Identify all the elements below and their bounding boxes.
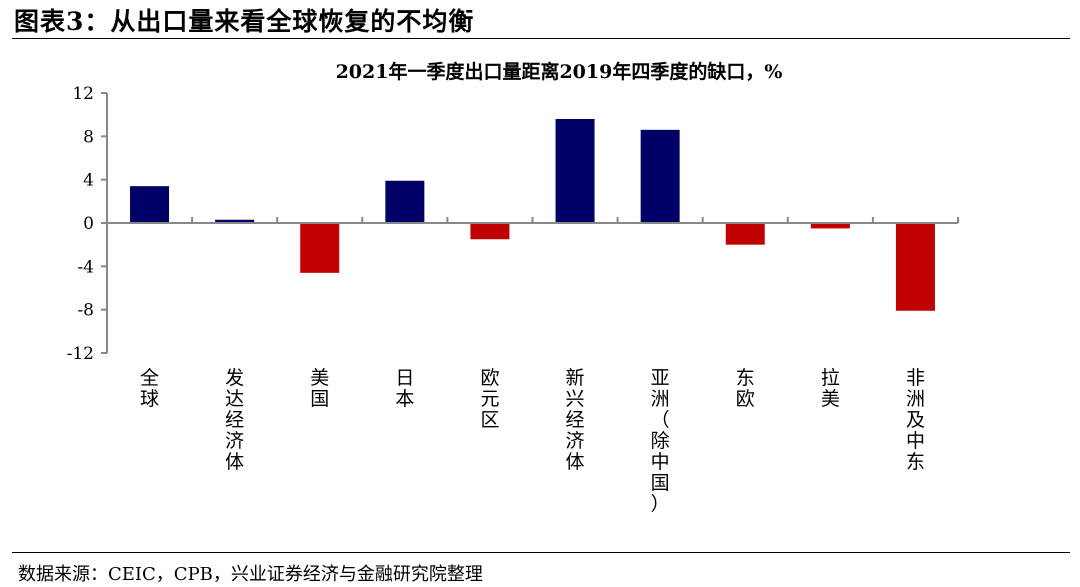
x-label-7: 东欧 [736, 367, 755, 410]
x-label-0: 全球 [140, 367, 159, 410]
x-label-5-char-4: 体 [566, 451, 585, 473]
x-label-9-char-3: 中 [906, 430, 925, 452]
x-label-4-char-0: 欧 [480, 367, 499, 389]
x-label-9-char-1: 洲 [906, 388, 925, 410]
x-label-3: 日本 [395, 367, 414, 410]
x-label-6-char-1: 洲 [651, 388, 670, 410]
bar-8 [810, 223, 850, 229]
y-tick-label-5: -8 [77, 301, 94, 321]
figure-title: 图表3：从出口量来看全球恢复的不均衡 [14, 7, 475, 36]
source-note: 数据来源：CEIC，CPB，兴业证券经济与金融研究院整理 [18, 564, 483, 585]
y-tick-label-0: 12 [72, 84, 94, 104]
x-label-6-char-4: 中 [651, 451, 670, 473]
x-label-7-char-1: 欧 [736, 388, 755, 410]
x-label-3-char-0: 日 [395, 367, 414, 389]
y-ticks-group: 12 8 4 0 -4 -8 -12 [67, 84, 107, 364]
bar-9 [895, 223, 935, 311]
x-label-8-char-1: 美 [821, 388, 840, 410]
x-label-6-char-6: ） [651, 493, 670, 515]
bar-7 [725, 223, 765, 245]
bottom-rule [12, 552, 1070, 553]
x-label-2-char-1: 国 [310, 388, 329, 410]
bar-4 [470, 223, 510, 240]
bar-1 [215, 219, 255, 223]
x-label-1-char-2: 经 [225, 409, 244, 431]
bar-2 [300, 223, 340, 273]
x-label-2: 美国 [310, 367, 329, 410]
x-label-2-char-0: 美 [310, 367, 329, 389]
bar-3 [385, 180, 425, 223]
x-label-0-char-1: 球 [140, 388, 159, 410]
y-tick-label-3: 0 [83, 214, 94, 234]
x-label-6-char-3: 除 [651, 430, 670, 452]
x-label-6-char-0: 亚 [651, 367, 670, 389]
x-label-6-char-2: （ [651, 409, 670, 431]
x-label-3-char-1: 本 [395, 388, 414, 410]
x-label-0-char-0: 全 [140, 367, 159, 389]
x-label-4-char-2: 区 [480, 409, 499, 431]
y-tick-label-2: 4 [83, 171, 94, 191]
x-label-6: 亚洲（除中国） [651, 367, 670, 515]
x-label-4: 欧元区 [480, 367, 499, 431]
bar-0 [130, 186, 170, 223]
x-label-5-char-1: 兴 [566, 388, 585, 410]
x-label-1-char-1: 达 [225, 388, 244, 410]
bar-5 [555, 119, 595, 223]
x-label-5-char-0: 新 [566, 367, 585, 389]
x-label-1-char-0: 发 [225, 367, 244, 389]
x-label-5-char-2: 经 [566, 409, 585, 431]
x-label-6-char-5: 国 [651, 472, 670, 494]
x-label-9-char-0: 非 [906, 367, 925, 389]
bar-6 [640, 129, 680, 223]
x-label-1-char-4: 体 [225, 451, 244, 473]
x-label-7-char-0: 东 [736, 367, 755, 389]
y-tick-label-1: 8 [83, 127, 94, 147]
x-label-5-char-3: 济 [566, 430, 585, 452]
x-label-9-char-4: 东 [906, 451, 925, 473]
y-tick-label-4: -4 [77, 257, 94, 277]
top-rule [12, 38, 1070, 39]
x-label-9-char-2: 及 [906, 409, 925, 431]
y-tick-label-6: -12 [67, 344, 94, 364]
chart-title: 2021年一季度出口量距离2019年四季度的缺口，% [336, 60, 783, 83]
x-label-8: 拉美 [821, 367, 840, 410]
x-label-1-char-3: 济 [225, 430, 244, 452]
bars-group [130, 119, 935, 311]
axes-group [106, 93, 959, 353]
x-label-4-char-1: 元 [480, 388, 499, 410]
x-label-8-char-0: 拉 [821, 367, 840, 389]
